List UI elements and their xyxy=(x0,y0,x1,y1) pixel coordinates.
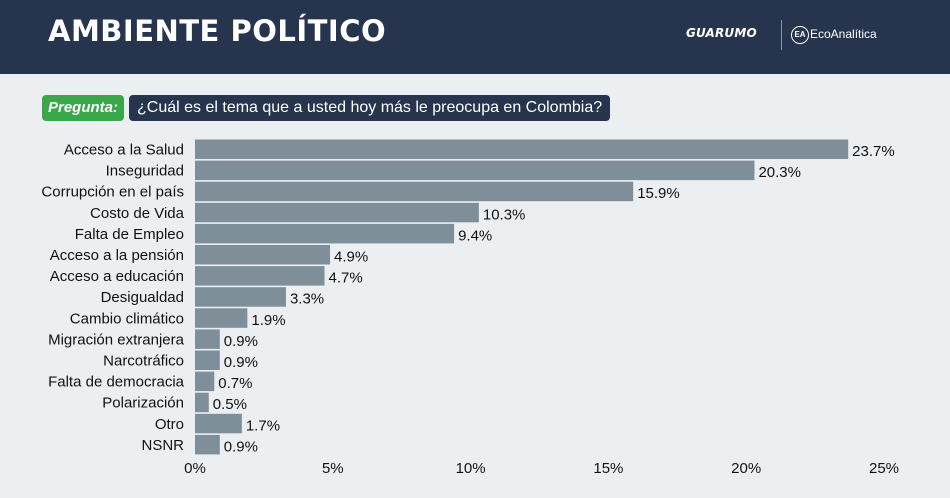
value-label: 0.5% xyxy=(213,396,247,413)
bar xyxy=(195,287,286,307)
question-text: ¿Cuál es el tema que a usted hoy más le … xyxy=(129,95,611,121)
value-label: 1.9% xyxy=(251,312,285,329)
category-label: Acceso a la pensión xyxy=(50,247,184,264)
value-label: 0.9% xyxy=(224,438,258,455)
category-label: Acceso a la Salud xyxy=(64,142,184,159)
ecoanalitica-icon: EA xyxy=(791,26,809,44)
bar xyxy=(195,160,755,181)
category-label: NSNR xyxy=(141,437,184,454)
header-bar: AMBIENTE POLÍTICO GUARUMO EA EcoAnalític… xyxy=(0,0,950,74)
bar xyxy=(195,392,209,413)
x-tick-label: 20% xyxy=(731,460,761,477)
bar xyxy=(195,181,634,202)
category-label: Corrupción en el país xyxy=(41,184,184,201)
value-label: 15.9% xyxy=(637,185,680,202)
ecoanalitica-logo: EcoAnalítica xyxy=(810,27,877,41)
bar xyxy=(195,223,455,244)
bar xyxy=(195,266,325,286)
bar xyxy=(195,413,242,434)
logo-divider xyxy=(781,20,782,50)
bar xyxy=(195,139,849,159)
bar xyxy=(195,308,248,328)
bar xyxy=(195,245,331,265)
x-tick-label: 15% xyxy=(593,460,623,477)
category-label: Migración extranjera xyxy=(48,331,185,348)
category-label: Cambio climático xyxy=(70,310,184,327)
category-label: Falta de Empleo xyxy=(75,226,184,243)
bar xyxy=(195,202,479,223)
x-tick-label: 25% xyxy=(869,460,899,477)
category-label: Inseguridad xyxy=(106,163,184,180)
question-label: Pregunta: xyxy=(42,95,125,121)
category-label: Costo de Vida xyxy=(90,205,185,222)
category-label: Polarización xyxy=(102,395,184,412)
value-label: 23.7% xyxy=(852,143,895,160)
value-label: 1.7% xyxy=(246,417,280,434)
value-label: 0.9% xyxy=(224,333,258,350)
category-label: Otro xyxy=(155,416,184,433)
value-label: 4.7% xyxy=(329,270,363,287)
category-label: Acceso a educación xyxy=(50,268,184,285)
bar xyxy=(195,350,220,370)
x-tick-label: 0% xyxy=(184,460,206,477)
x-tick-label: 5% xyxy=(322,460,344,477)
category-label: Narcotráfico xyxy=(103,353,184,370)
bar xyxy=(195,329,220,349)
page-title: AMBIENTE POLÍTICO xyxy=(48,14,387,48)
value-label: 10.3% xyxy=(483,206,526,223)
value-label: 3.3% xyxy=(290,291,324,308)
x-tick-label: 10% xyxy=(456,460,486,477)
bar xyxy=(195,371,215,392)
value-label: 4.9% xyxy=(334,249,368,266)
guarumo-logo: GUARUMO xyxy=(686,26,757,40)
value-label: 0.9% xyxy=(224,354,258,371)
category-label: Falta de democracia xyxy=(48,374,185,391)
value-label: 0.7% xyxy=(218,375,252,392)
value-label: 9.4% xyxy=(458,227,492,244)
category-label: Desigualdad xyxy=(101,289,184,306)
value-label: 20.3% xyxy=(758,164,801,181)
bar xyxy=(195,434,220,455)
